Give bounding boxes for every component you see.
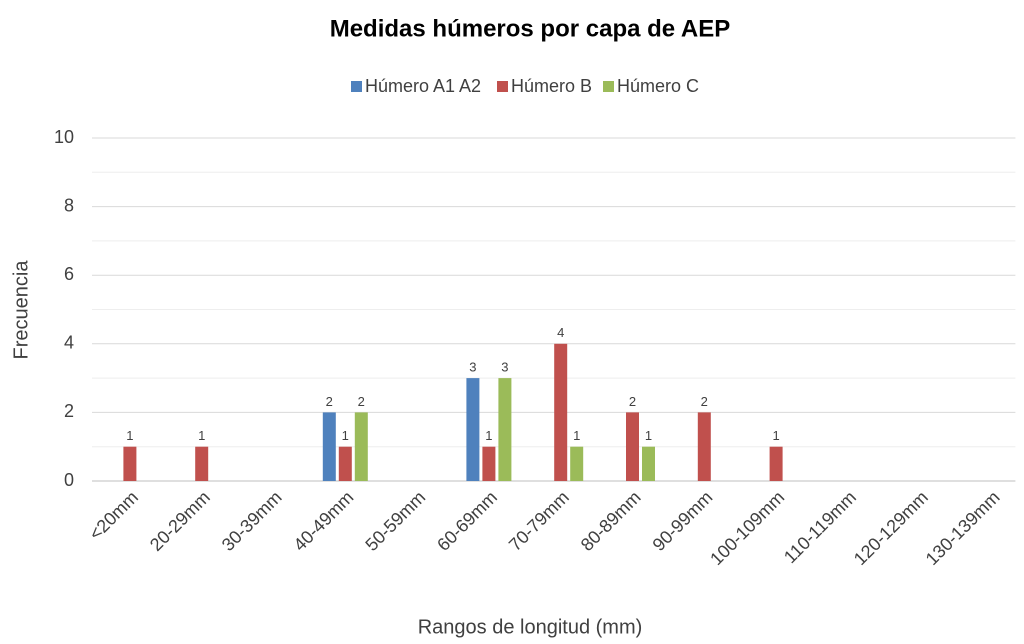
data-label: 2 [629,394,636,409]
data-label: 2 [326,394,333,409]
data-label: 3 [469,360,476,375]
y-tick-label: 2 [64,401,74,421]
y-tick-label: 6 [64,264,74,284]
x-tick-label: 40-49mm [290,487,358,555]
bar [482,446,496,481]
x-tick-label: 60-69mm [433,487,501,555]
x-axis-title: Rangos de longitud (mm) [418,616,643,638]
data-label: 4 [557,325,564,340]
data-label: 1 [645,428,652,443]
x-tick-label: 100-109mm [706,487,788,569]
data-label: 1 [198,428,205,443]
bar [195,446,209,481]
x-tick-label: 30-39mm [218,487,286,555]
data-label: 2 [701,394,708,409]
y-axis-title: Frecuencia [10,260,32,360]
bar [570,446,584,481]
bar [554,343,568,481]
y-tick-label: 4 [64,333,74,353]
data-label: 1 [342,428,349,443]
x-tick-label: 70-79mm [505,487,573,555]
bar [642,446,655,481]
x-tick-label: 20-29mm [146,487,214,555]
bar [626,412,639,481]
x-tick-label: 120-129mm [850,487,932,569]
bar [498,378,512,481]
legend-swatch [351,81,362,92]
legend-swatch [497,81,508,92]
bar [123,446,137,481]
legend-label: Húmero C [617,76,699,96]
legend-label: Húmero B [511,76,592,96]
bar [769,446,783,481]
data-label: 1 [485,428,492,443]
data-label: 1 [573,428,580,443]
x-tick-label: 130-139mm [922,487,1004,569]
legend-label: Húmero A1 A2 [365,76,481,96]
bar [338,446,352,481]
bar [466,378,480,481]
y-tick-label: 10 [54,127,74,147]
x-tick-label: 110-119mm [780,487,860,567]
x-tick-label: 90-99mm [649,487,717,555]
data-label: 1 [126,428,133,443]
bar [697,412,711,481]
x-tick-label: <20mm [85,487,142,544]
y-tick-label: 0 [64,470,74,490]
legend-swatch [603,81,614,92]
x-tick-label: 50-59mm [361,487,429,555]
bar [354,412,368,481]
bar [322,412,336,481]
x-tick-label: 80-89mm [577,487,645,555]
data-label: 2 [358,394,365,409]
data-label: 3 [501,360,508,375]
data-label: 1 [772,428,779,443]
y-tick-label: 8 [64,195,74,215]
chart-title: Medidas húmeros por capa de AEP [330,15,731,42]
